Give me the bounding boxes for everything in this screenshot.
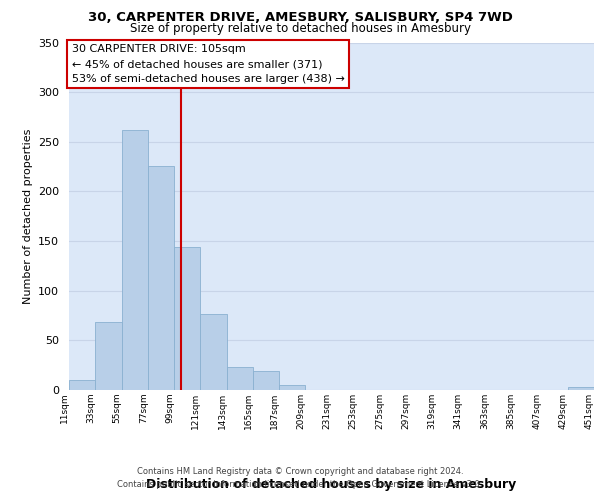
Bar	[174, 247, 200, 390]
Bar	[95, 322, 121, 390]
Bar	[253, 371, 279, 390]
Bar	[568, 387, 594, 390]
Text: 30 CARPENTER DRIVE: 105sqm
← 45% of detached houses are smaller (371)
53% of sem: 30 CARPENTER DRIVE: 105sqm ← 45% of deta…	[71, 44, 344, 84]
Bar	[69, 380, 95, 390]
X-axis label: Distribution of detached houses by size in Amesbury: Distribution of detached houses by size …	[146, 478, 517, 491]
Bar	[148, 166, 174, 390]
Y-axis label: Number of detached properties: Number of detached properties	[23, 128, 32, 304]
Bar	[200, 314, 227, 390]
Bar	[227, 367, 253, 390]
Text: Contains HM Land Registry data © Crown copyright and database right 2024.
Contai: Contains HM Land Registry data © Crown c…	[118, 468, 482, 489]
Text: Size of property relative to detached houses in Amesbury: Size of property relative to detached ho…	[130, 22, 470, 35]
Bar	[279, 385, 305, 390]
Text: 30, CARPENTER DRIVE, AMESBURY, SALISBURY, SP4 7WD: 30, CARPENTER DRIVE, AMESBURY, SALISBURY…	[88, 11, 512, 24]
Bar	[121, 130, 148, 390]
